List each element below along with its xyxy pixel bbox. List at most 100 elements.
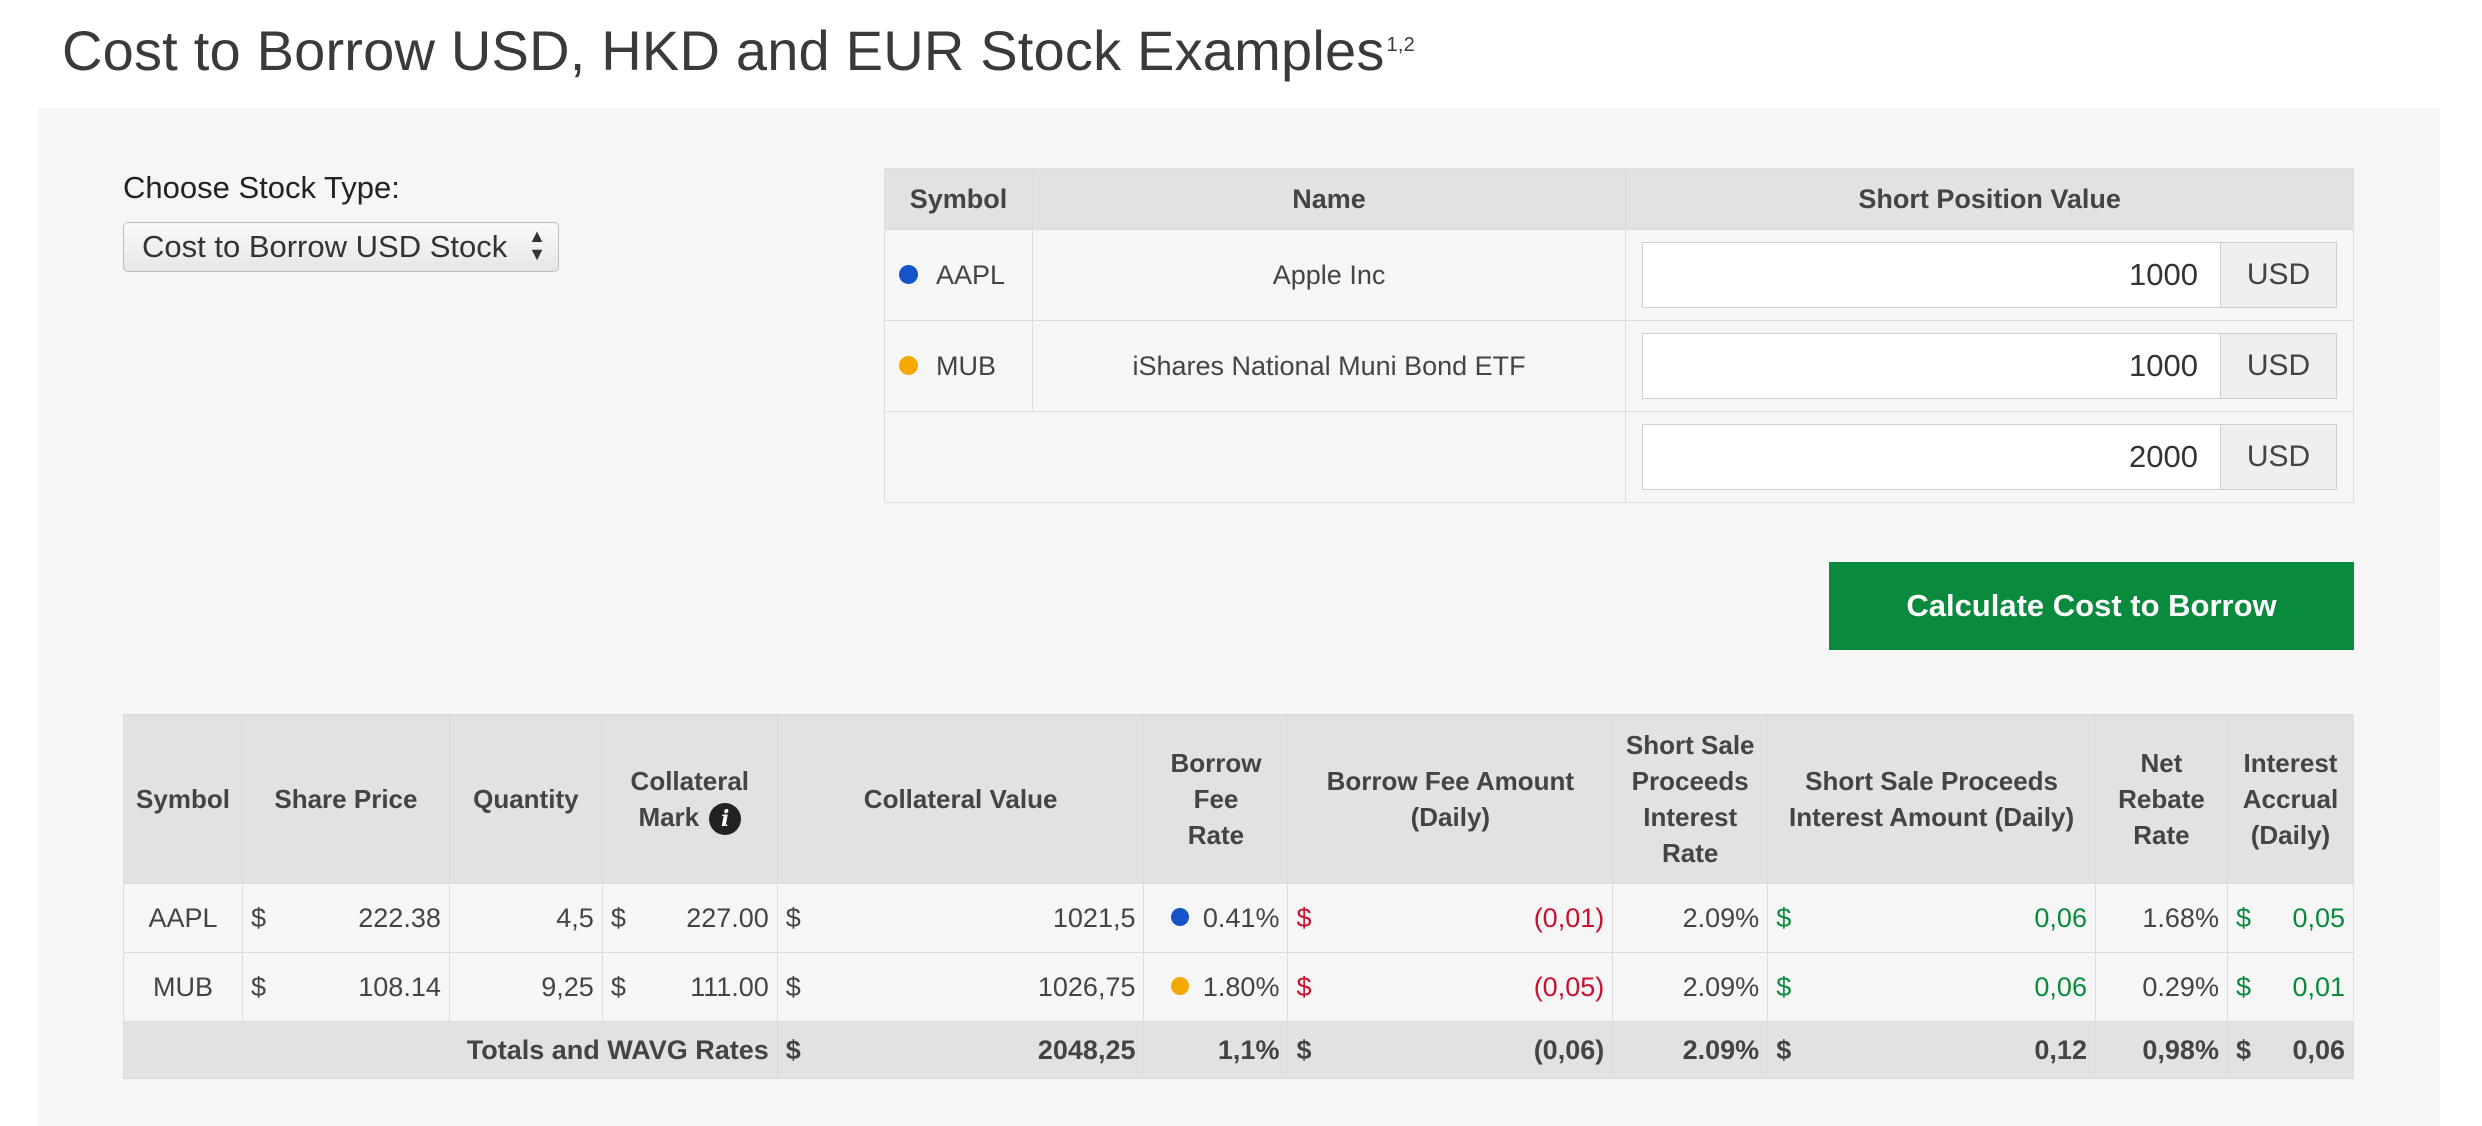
cell-collateral-mark: $227.00: [601, 883, 778, 953]
currency-sign: $: [2235, 902, 2251, 933]
cell-ssp-interest-amount: $0,06: [1767, 952, 2096, 1022]
short-position-cell: USD: [1625, 229, 2354, 321]
header-symbol: Symbol: [123, 714, 243, 884]
total-borrow-fee-rate: 1,1%: [1143, 1021, 1289, 1079]
cell-share-price: $222.38: [241, 883, 450, 953]
page-title: Cost to Borrow USD, HKD and EUR Stock Ex…: [62, 18, 1415, 83]
cell-ssp-interest-rate: 2.09%: [1612, 952, 1769, 1022]
currency-sign: $: [1776, 1034, 1792, 1065]
header-interest-accrual: Interest Accrual (Daily): [2226, 714, 2355, 884]
currency-sign: $: [1296, 971, 1312, 1002]
totals-row: Totals and WAVG Rates $2048,25 1,1% $ (0,…: [123, 1021, 2355, 1079]
select-arrows-icon: ▲ ▼: [528, 226, 546, 264]
header-symbol: Symbol: [884, 168, 1033, 230]
value: 222.38: [358, 902, 441, 933]
header-name: Name: [1031, 168, 1627, 230]
value: 1026,75: [1037, 971, 1136, 1002]
value: 0,06: [2034, 971, 2087, 1002]
total-ssp-interest-rate: 2.09%: [1612, 1021, 1769, 1079]
currency-sign: $: [2235, 971, 2251, 1002]
value: 1021,5: [1052, 902, 1136, 933]
value: (0,06): [1533, 1034, 1605, 1065]
currency-label: USD: [2221, 333, 2337, 399]
symbols-header-row: Symbol Name Short Position Value: [884, 168, 2354, 230]
cell-collateral-value: $1026,75: [776, 952, 1145, 1022]
value: 0,06: [2034, 902, 2087, 933]
symbol-total-row: USD: [883, 411, 2354, 503]
cell-ssp-interest-amount: $0,06: [1767, 883, 2096, 953]
cell-collateral-value: $1021,5: [776, 883, 1145, 953]
cell-quantity: 4,5: [448, 883, 603, 953]
total-ssp-interest-amount: $0,12: [1767, 1021, 2096, 1079]
page-title-text: Cost to Borrow USD, HKD and EUR Stock Ex…: [62, 19, 1385, 82]
calculate-cost-button[interactable]: Calculate Cost to Borrow: [1829, 562, 2354, 650]
symbol-cell: MUB: [884, 320, 1033, 412]
cell-quantity: 9,25: [448, 952, 603, 1022]
currency-sign: $: [785, 902, 801, 933]
short-position-cell: USD: [1625, 320, 2354, 412]
value: 108.14: [358, 971, 441, 1002]
total-position-input: [1642, 424, 2221, 490]
cell-borrow-fee-rate: 1.80%: [1143, 952, 1289, 1022]
total-collateral-value: $2048,25: [776, 1021, 1145, 1079]
calculator-panel: Choose Stock Type: Cost to Borrow USD St…: [38, 108, 2440, 1126]
value: 227.00: [686, 902, 769, 933]
currency-sign: $: [1776, 971, 1792, 1002]
currency-sign: $: [610, 971, 626, 1002]
cell-collateral-mark: $111.00: [601, 952, 778, 1022]
cell-borrow-fee-rate: 0.41%: [1143, 883, 1289, 953]
series-dot-icon: [1170, 908, 1189, 927]
cell-symbol: MUB: [123, 952, 243, 1022]
collateral-mark-label: Collateral Mark: [630, 765, 750, 832]
symbol-text: MUB: [936, 350, 996, 381]
value: 0,12: [2034, 1034, 2087, 1065]
total-interest-accrual: $0,06: [2226, 1021, 2355, 1079]
name-cell: iShares National Muni Bond ETF: [1031, 320, 1627, 412]
cell-net-rebate-rate: 0.29%: [2094, 952, 2228, 1022]
currency-sign: $: [610, 902, 626, 933]
totals-label: Totals and WAVG Rates: [123, 1021, 778, 1079]
header-ssp-interest-rate: Short Sale Proceeds Interest Rate: [1612, 714, 1769, 884]
symbols-table: Symbol Name Short Position Value AAPL Ap…: [883, 168, 2354, 503]
currency-sign: $: [785, 971, 801, 1002]
name-cell: Apple Inc: [1031, 229, 1627, 321]
currency-sign: $: [1776, 902, 1792, 933]
value: 0,06: [2292, 1034, 2345, 1065]
info-icon[interactable]: i: [709, 803, 742, 836]
currency-label: USD: [2221, 242, 2337, 308]
short-position-input-mub[interactable]: [1642, 333, 2221, 399]
header-collateral-mark: Collateral Mark i: [601, 714, 778, 884]
cell-share-price: $108.14: [241, 952, 450, 1022]
cell-borrow-fee-amount: $ (0,01): [1287, 883, 1614, 953]
cell-borrow-fee-amount: $ (0,05): [1287, 952, 1614, 1022]
header-borrow-fee-amount: Borrow Fee Amount (Daily): [1287, 714, 1614, 884]
short-position-input-aapl[interactable]: [1642, 242, 2221, 308]
header-collateral-value: Collateral Value: [776, 714, 1145, 884]
result-row-aapl: AAPL $222.38 4,5 $227.00 $1021,5 0.41% $…: [123, 883, 2355, 953]
cell-ssp-interest-rate: 2.09%: [1612, 883, 1769, 953]
stock-type-selected: Cost to Borrow USD Stock: [142, 229, 508, 264]
currency-sign: $: [250, 971, 267, 1002]
total-position-cell: USD: [1625, 411, 2354, 503]
value: 0,05: [2292, 902, 2345, 933]
series-dot-icon: [1170, 977, 1189, 996]
symbol-cell: AAPL: [884, 229, 1033, 321]
results-header-row: Symbol Share Price Quantity Collateral M…: [123, 714, 2355, 884]
header-net-rebate-rate: Net Rebate Rate: [2094, 714, 2228, 884]
currency-sign: $: [250, 902, 267, 933]
stock-type-select[interactable]: Cost to Borrow USD Stock ▲ ▼: [123, 222, 559, 272]
value: (0,05): [1533, 971, 1605, 1002]
series-dot-icon: [899, 264, 918, 284]
header-share-price: Share Price: [241, 714, 450, 884]
currency-sign: $: [1296, 902, 1312, 933]
results-table: Symbol Share Price Quantity Collateral M…: [123, 714, 2355, 1079]
symbol-row-mub: MUB iShares National Muni Bond ETF USD: [884, 320, 2354, 412]
title-footnote: 1,2: [1386, 34, 1415, 56]
header-short-position-value: Short Position Value: [1625, 168, 2354, 230]
currency-label: USD: [2221, 424, 2337, 490]
series-dot-icon: [899, 355, 918, 375]
currency-sign: $: [1296, 1034, 1312, 1065]
value: 1.80%: [1202, 971, 1280, 1002]
empty-cell: [883, 411, 1627, 503]
cell-interest-accrual: $0,05: [2226, 883, 2355, 953]
